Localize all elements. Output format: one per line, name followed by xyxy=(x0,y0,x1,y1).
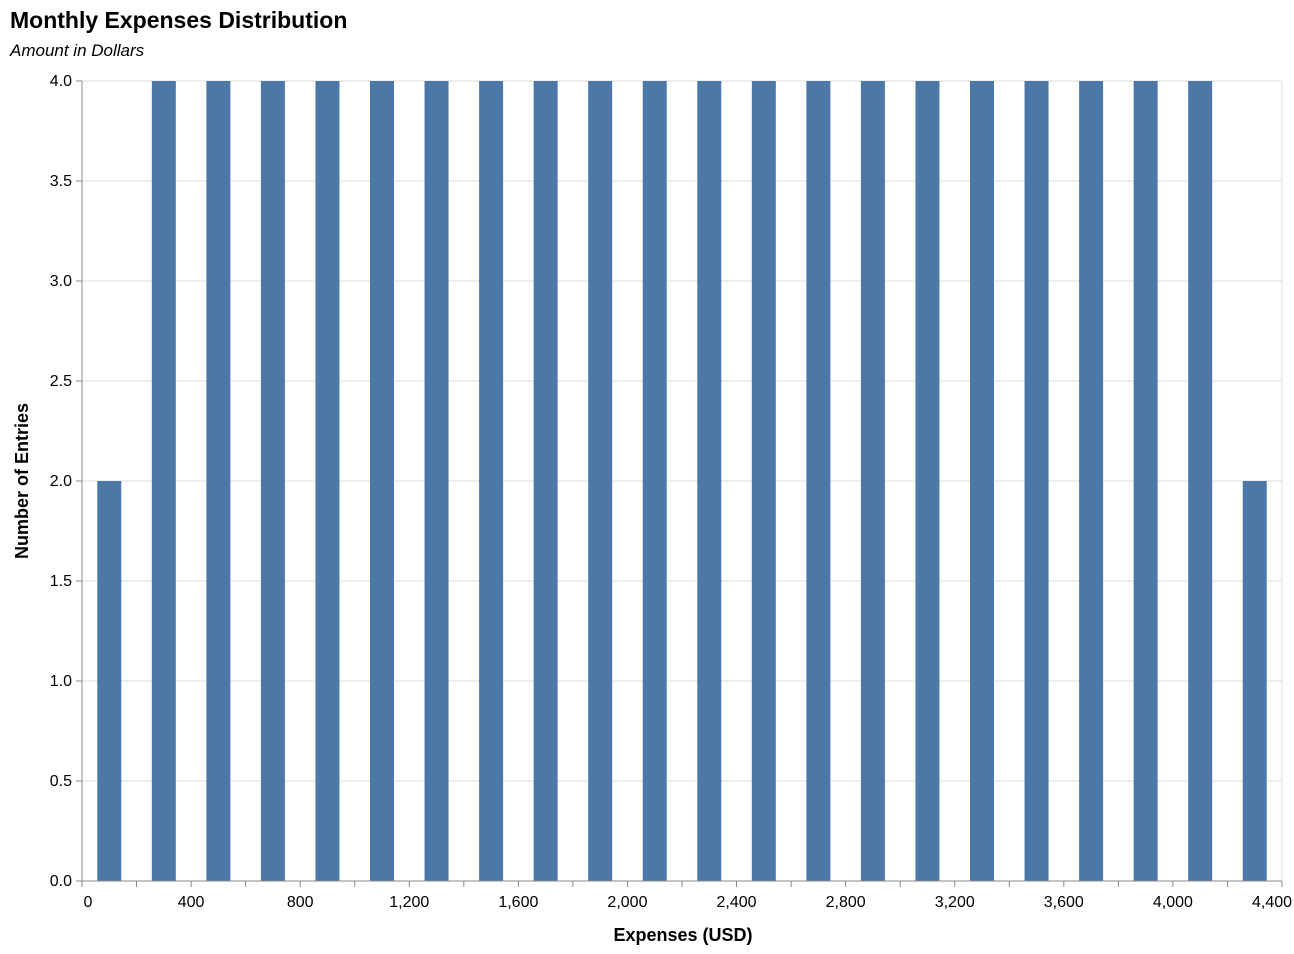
bar xyxy=(533,81,558,881)
x-tick-label: 4,000 xyxy=(1153,894,1193,911)
y-tick-label: 0.0 xyxy=(50,873,72,890)
x-tick-label: 4,400 xyxy=(1252,894,1292,911)
bar xyxy=(206,81,231,881)
x-axis: 0 400 800 1,200 1,600 2,000 2,400 2,800 3,200 3,6… xyxy=(81,880,1292,911)
bar xyxy=(860,81,885,881)
y-axis-title: Number of Entries xyxy=(12,403,32,559)
bar xyxy=(260,81,285,881)
x-tick-label: 2,000 xyxy=(607,894,647,911)
x-tick-label: 2,800 xyxy=(826,894,866,911)
bar xyxy=(806,81,831,881)
y-tick-label: 1.5 xyxy=(50,573,72,590)
bars-group xyxy=(97,81,1267,881)
x-tick-label: 2,400 xyxy=(717,894,757,911)
bar xyxy=(370,81,394,881)
x-tick-label: 400 xyxy=(178,894,205,911)
chart-title: Monthly Expenses Distribution xyxy=(10,7,348,33)
chart-subtitle: Amount in Dollars xyxy=(10,41,145,60)
bar xyxy=(588,81,613,881)
bar xyxy=(1133,81,1158,881)
bar xyxy=(642,81,667,881)
bar xyxy=(970,81,994,881)
bar xyxy=(97,481,122,881)
bar xyxy=(697,81,722,881)
bar xyxy=(915,81,940,881)
x-tick-label: 800 xyxy=(287,894,314,911)
bar xyxy=(1188,81,1213,881)
bar xyxy=(424,81,449,881)
y-tick-label: 3.5 xyxy=(50,173,72,190)
x-axis-title: Expenses (USD) xyxy=(613,925,752,945)
bar xyxy=(751,81,776,881)
y-tick-label: 0.5 xyxy=(50,773,72,790)
x-tick-label: 3,600 xyxy=(1044,894,1084,911)
bar xyxy=(479,81,504,881)
y-tick-label: 3.0 xyxy=(50,273,72,290)
x-tick-label: 0 xyxy=(84,894,93,911)
bar xyxy=(315,81,340,881)
bar xyxy=(1079,81,1104,881)
y-tick-label: 2.0 xyxy=(50,473,72,490)
bar xyxy=(1242,481,1267,881)
x-tick-label: 3,200 xyxy=(935,894,975,911)
x-tick-label: 1,200 xyxy=(389,894,429,911)
y-tick-label: 4.0 xyxy=(50,73,72,90)
y-tick-label: 2.5 xyxy=(50,373,72,390)
y-axis: 0.0 0.5 1.0 1.5 2.0 2.5 3.0 3.5 4.0 xyxy=(50,73,83,890)
bar xyxy=(1024,81,1049,881)
bar xyxy=(151,81,176,881)
y-tick-label: 1.0 xyxy=(50,673,72,690)
x-tick-label: 1,600 xyxy=(498,894,538,911)
